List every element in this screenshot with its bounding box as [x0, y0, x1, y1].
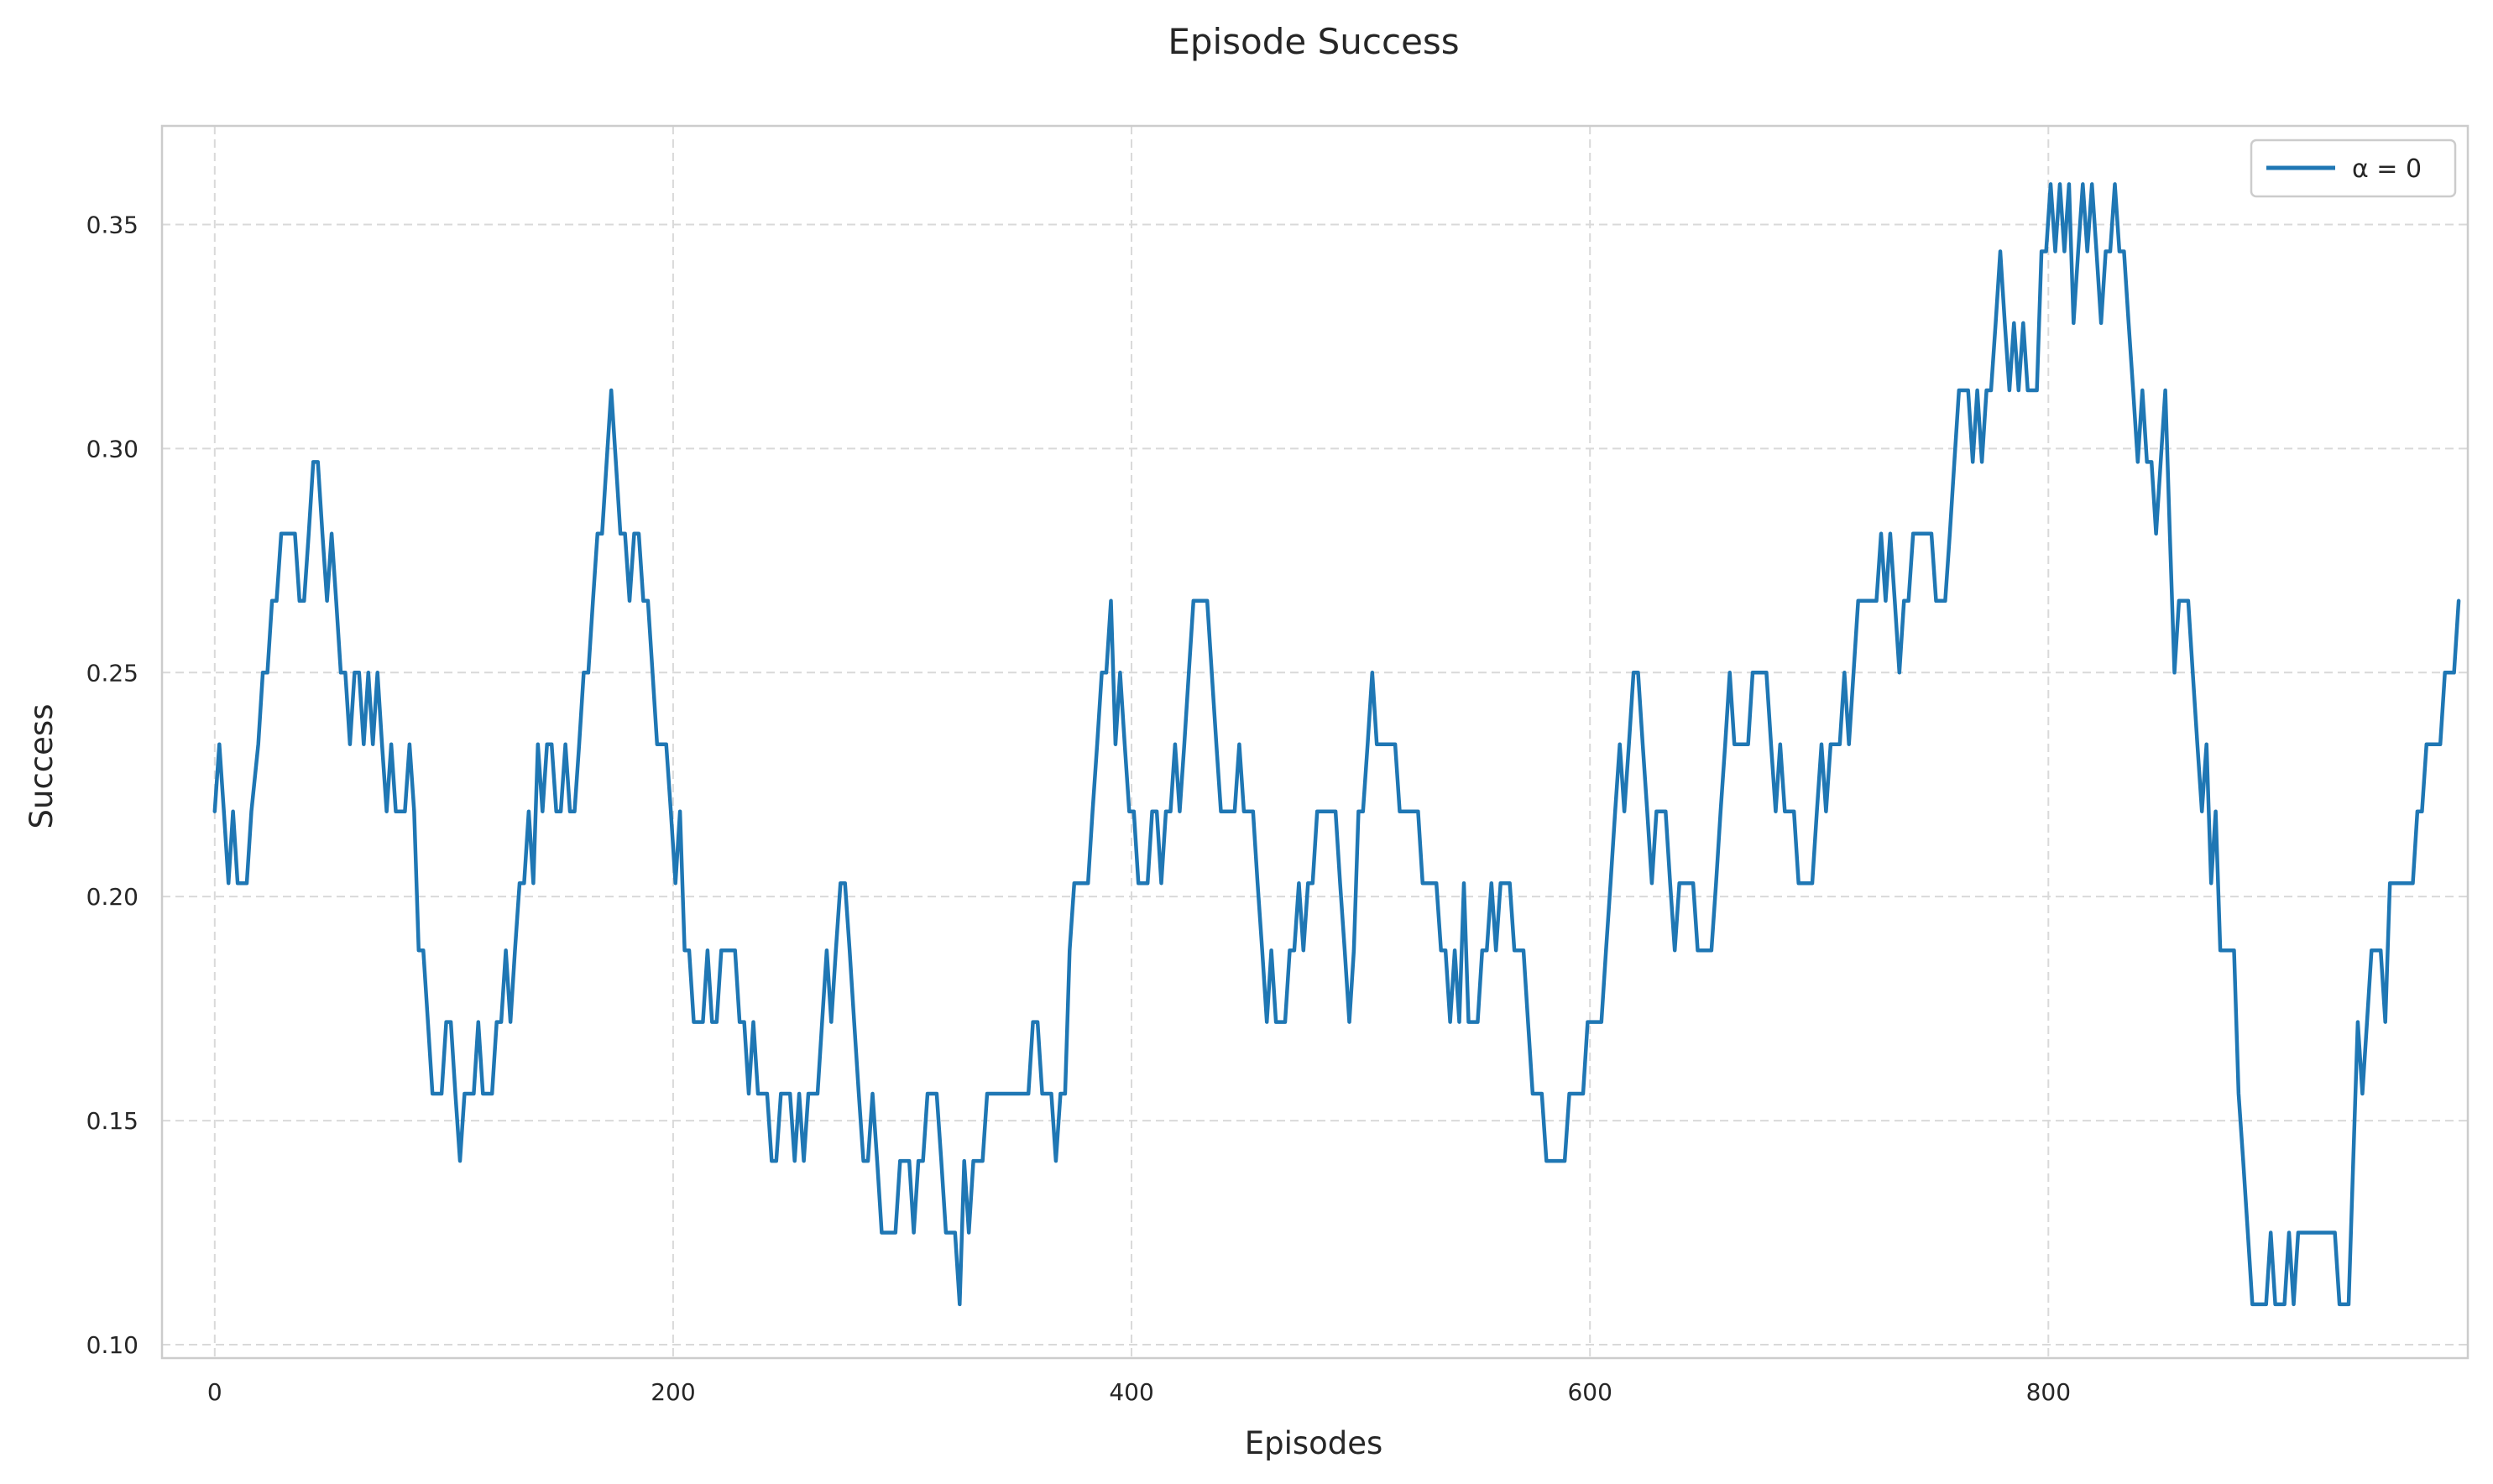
x-tick-label: 0: [207, 1378, 222, 1406]
y-axis-ticks: 0.10 0.15 0.20 0.25 0.30 0.35: [86, 211, 138, 1359]
x-axis-ticks: 0 200 400 600 800: [207, 1378, 2071, 1406]
series-layer: [212, 182, 2461, 1307]
y-tick-label: 0.15: [86, 1107, 138, 1135]
legend-box: [2250, 138, 2457, 198]
legend: α = 0: [2250, 138, 2457, 198]
y-tick-label: 0.10: [86, 1331, 138, 1359]
x-axis-label: Episodes: [1245, 1425, 1383, 1461]
x-tick-label: 800: [2026, 1378, 2071, 1406]
plot-background: [162, 126, 2468, 1358]
y-tick-label: 0.25: [86, 659, 138, 687]
x-tick-label: 200: [651, 1378, 695, 1406]
plot-area: [160, 124, 2469, 1360]
series-line: [212, 182, 2461, 1307]
grid-lines: [162, 126, 2468, 1358]
chart-title: Episode Success: [1168, 21, 1459, 62]
legend-label: α = 0: [2352, 154, 2422, 184]
x-tick-label: 600: [1567, 1378, 1612, 1406]
y-tick-label: 0.35: [86, 211, 138, 238]
y-tick-label: 0.20: [86, 883, 138, 911]
plot-frame: [160, 124, 2469, 1360]
y-tick-label: 0.30: [86, 435, 138, 462]
y-axis-label: Success: [24, 704, 60, 829]
x-tick-label: 400: [1109, 1378, 1153, 1406]
